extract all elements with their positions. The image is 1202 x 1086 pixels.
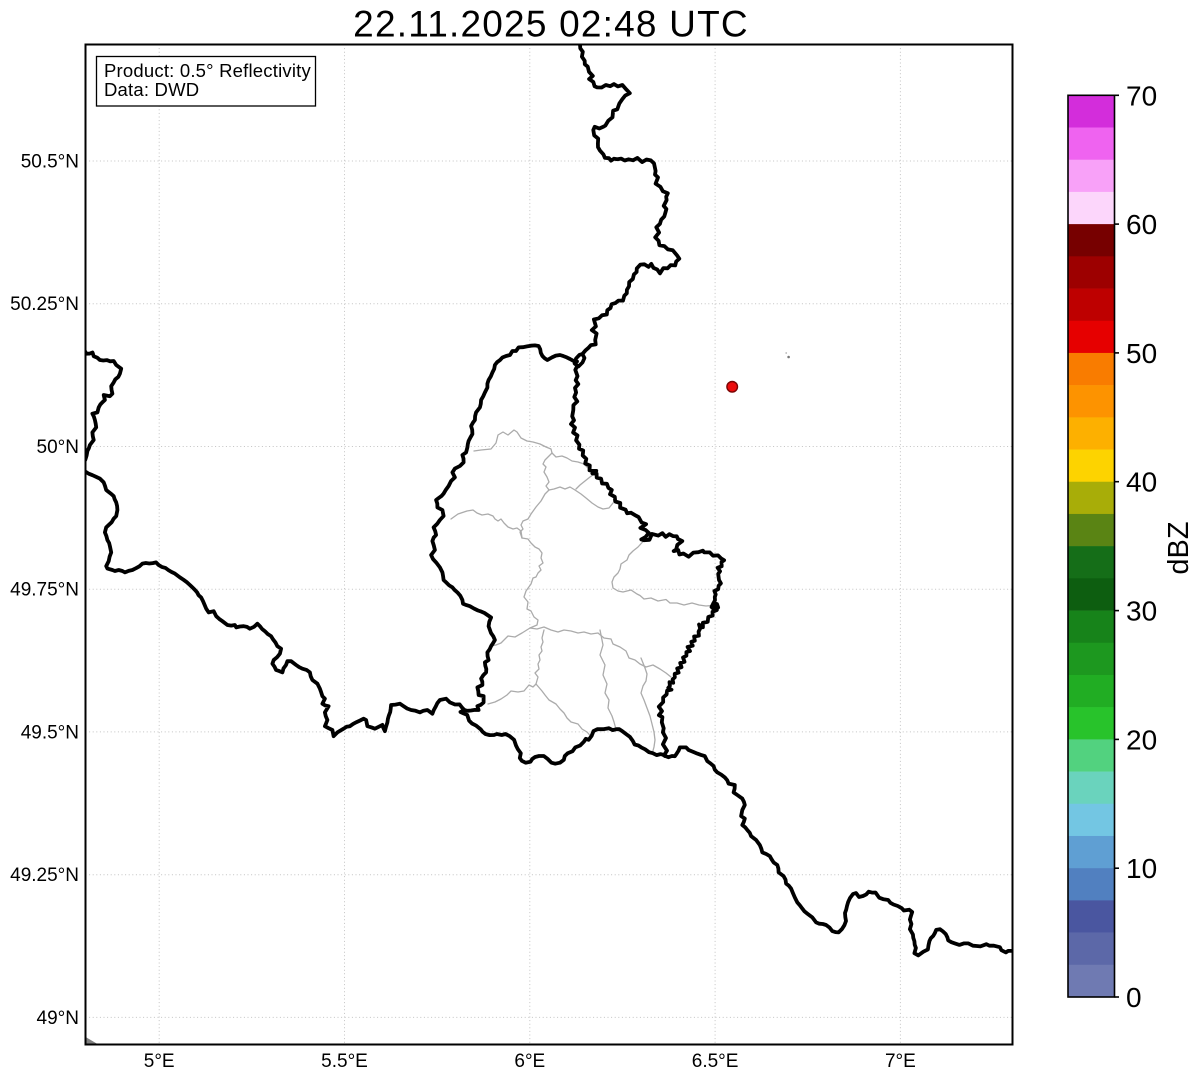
svg-text:50: 50: [1126, 338, 1157, 369]
svg-text:50.5°N: 50.5°N: [21, 152, 79, 173]
svg-text:6°E: 6°E: [514, 1051, 545, 1072]
svg-text:70: 70: [1126, 80, 1157, 111]
svg-text:20: 20: [1126, 724, 1157, 755]
svg-text:7°E: 7°E: [885, 1051, 916, 1072]
svg-text:49.25°N: 49.25°N: [10, 865, 79, 886]
svg-text:40: 40: [1126, 467, 1157, 498]
svg-text:5°E: 5°E: [144, 1051, 175, 1072]
svg-text:49.5°N: 49.5°N: [21, 722, 79, 743]
svg-text:5.5°E: 5.5°E: [321, 1051, 368, 1072]
svg-text:60: 60: [1126, 209, 1157, 240]
svg-text:Product: 0.5° Reflectivity: Product: 0.5° Reflectivity: [104, 60, 311, 81]
svg-text:6.5°E: 6.5°E: [692, 1051, 739, 1072]
svg-text:22.11.2025 02:48 UTC: 22.11.2025 02:48 UTC: [353, 4, 749, 45]
svg-text:50°N: 50°N: [37, 437, 79, 458]
svg-text:10: 10: [1126, 853, 1157, 884]
svg-text:30: 30: [1126, 596, 1157, 627]
svg-text:Data: DWD: Data: DWD: [104, 79, 199, 100]
svg-text:49°N: 49°N: [37, 1008, 79, 1029]
svg-text:0: 0: [1126, 982, 1142, 1013]
svg-text:dBZ: dBZ: [1163, 521, 1195, 574]
svg-text:50.25°N: 50.25°N: [10, 294, 79, 315]
svg-text:49.75°N: 49.75°N: [10, 580, 79, 601]
